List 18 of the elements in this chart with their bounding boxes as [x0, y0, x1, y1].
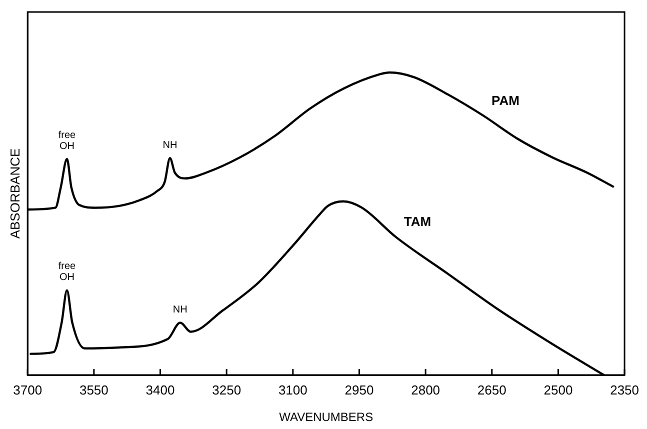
y-axis-title: ABSORBANCE	[7, 148, 22, 239]
x-tick-label: 3400	[146, 382, 175, 398]
x-tick-label: 2500	[544, 382, 573, 398]
x-tick-label: 2800	[411, 382, 440, 398]
x-tick-label: 2650	[477, 382, 506, 398]
x-tick-label: 3550	[79, 382, 108, 398]
x-tick-label: 2950	[344, 382, 374, 398]
series-label: TAM	[404, 214, 432, 230]
x-tick-label: 3250	[212, 382, 242, 398]
annotation: NH	[162, 140, 178, 151]
x-tick-label: 3100	[278, 382, 308, 398]
x-axis-title: WAVENUMBERS	[279, 410, 374, 424]
x-tick-label: 3700	[13, 382, 42, 398]
annotation: free OH	[58, 261, 76, 284]
annotation: NH	[172, 304, 188, 316]
series-label: PAM	[491, 92, 520, 108]
annotation: free OH	[58, 130, 76, 152]
x-tick-label: 2350	[610, 382, 639, 398]
